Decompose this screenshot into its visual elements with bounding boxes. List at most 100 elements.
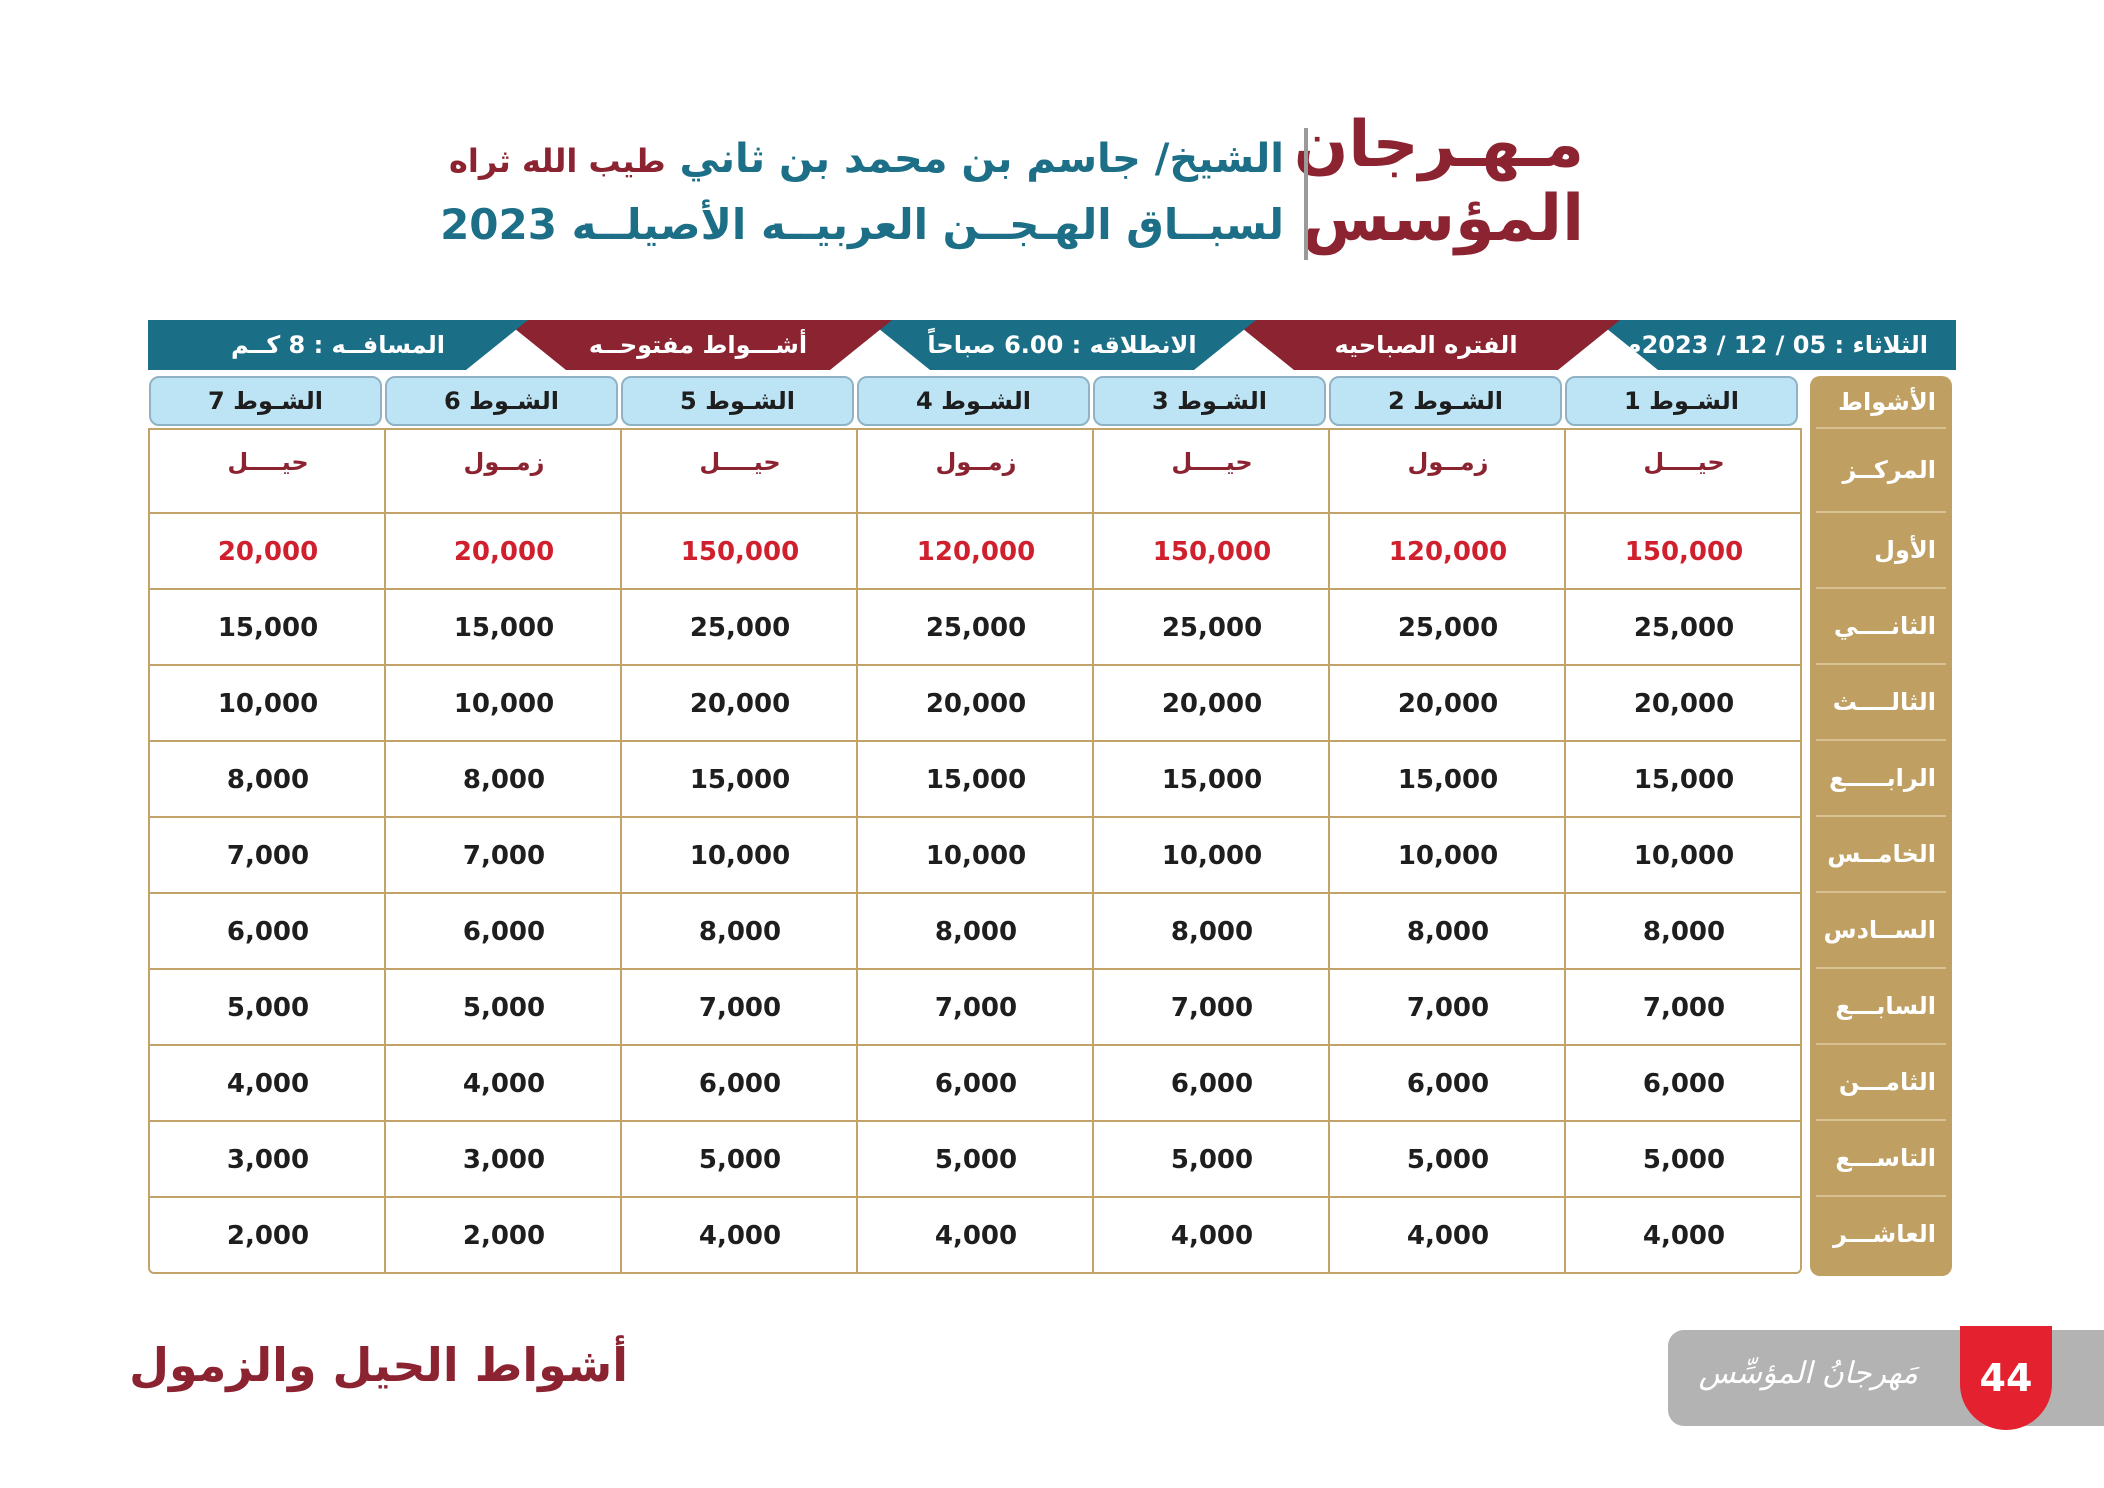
prize-cell: 6,000 — [1406, 1069, 1490, 1099]
row-labels-column: الأشواط المركــز الأول الثانــــي الثالــــث… — [1810, 376, 1952, 1276]
prize-cell: 20,000 — [217, 537, 319, 567]
prize-cell: 25,000 — [1633, 613, 1735, 643]
column-headers: الشـوط 1 الشـوط 2 الشـوط 3 الشـوط 4 الشـوط 5… — [148, 376, 1802, 428]
banner-date: الثلاثاء : 05 / 12 / 2023م — [1596, 320, 1956, 370]
prize-cell: 10,000 — [1161, 841, 1263, 871]
column-divider — [1092, 430, 1094, 1272]
prize-cell: 7,000 — [698, 993, 782, 1023]
column-header: الشـوط 7 — [149, 376, 382, 426]
prize-cell: 3,000 — [226, 1145, 310, 1175]
prize-cell: 8,000 — [1406, 917, 1490, 947]
prize-cell: 7,000 — [1642, 993, 1726, 1023]
row-label-separator — [1816, 1195, 1946, 1197]
prize-cell: 5,000 — [1170, 1145, 1254, 1175]
banner-distance: المسافــه : 8 كــم — [148, 320, 528, 370]
prize-cell: 5,000 — [698, 1145, 782, 1175]
prize-cell: 10,000 — [453, 689, 555, 719]
page-number: 44 — [1960, 1326, 2052, 1430]
prize-cell: 25,000 — [1161, 613, 1263, 643]
prize-cell: 4,000 — [1406, 1221, 1490, 1251]
center-cell: حيــــل — [1643, 448, 1725, 476]
row-label: الثامـــن — [1838, 1068, 1936, 1096]
prize-cell: 150,000 — [1624, 537, 1744, 567]
center-cell: زمــول — [935, 448, 1017, 476]
row-label-separator — [1816, 891, 1946, 893]
prize-cell: 5,000 — [462, 993, 546, 1023]
prize-cell: 15,000 — [925, 765, 1027, 795]
row-label: السابـــع — [1835, 992, 1936, 1020]
honorific: طيب الله ثراه — [449, 142, 666, 180]
row-label: التاســـع — [1835, 1144, 1936, 1172]
row-label: الأول — [1874, 536, 1936, 564]
prize-cell: 20,000 — [1161, 689, 1263, 719]
prize-cell: 20,000 — [689, 689, 791, 719]
column-header: الشـوط 2 — [1329, 376, 1562, 426]
column-header: الشـوط 1 — [1565, 376, 1798, 426]
center-cell: حيــــل — [227, 448, 309, 476]
prize-cell: 25,000 — [689, 613, 791, 643]
prize-cell: 7,000 — [1170, 993, 1254, 1023]
prize-cell: 20,000 — [1397, 689, 1499, 719]
row-divider — [150, 1044, 1800, 1046]
prize-cell: 8,000 — [1170, 917, 1254, 947]
prize-cell: 4,000 — [226, 1069, 310, 1099]
prize-cell: 4,000 — [462, 1069, 546, 1099]
row-label: الثانــــي — [1833, 612, 1936, 640]
column-header: الشـوط 4 — [857, 376, 1090, 426]
column-header: الشـوط 6 — [385, 376, 618, 426]
footer-logo: مَهرجانُ المؤسِّس — [1698, 1356, 1918, 1391]
prize-cell: 5,000 — [226, 993, 310, 1023]
prize-cell: 6,000 — [1642, 1069, 1726, 1099]
footer-title: أشواط الحيل والزمول — [129, 1338, 628, 1392]
row-label: الســادس — [1823, 916, 1936, 944]
banner-laps-type: أشـــواط مفتوحــه — [504, 320, 892, 370]
row-label-separator — [1816, 967, 1946, 969]
prize-cell: 10,000 — [1633, 841, 1735, 871]
prize-cell: 8,000 — [934, 917, 1018, 947]
row-label-separator — [1816, 511, 1946, 513]
prize-cell: 15,000 — [453, 613, 555, 643]
prize-cell: 150,000 — [680, 537, 800, 567]
prize-cell: 4,000 — [1642, 1221, 1726, 1251]
row-divider — [150, 588, 1800, 590]
column-divider — [856, 430, 858, 1272]
prize-cell: 4,000 — [698, 1221, 782, 1251]
row-label: الثالــــث — [1832, 688, 1936, 716]
prize-cell: 6,000 — [226, 917, 310, 947]
prize-table: حيــــل زمــول حيــــل زمــول حيــــل زمــول ح… — [148, 428, 1802, 1274]
center-cell: زمــول — [1407, 448, 1489, 476]
column-divider — [1328, 430, 1330, 1272]
row-label: العاشـــر — [1833, 1220, 1936, 1248]
row-divider — [150, 740, 1800, 742]
prize-cell: 120,000 — [916, 537, 1036, 567]
prize-cell: 15,000 — [1161, 765, 1263, 795]
row-label-separator — [1816, 815, 1946, 817]
prize-cell: 20,000 — [925, 689, 1027, 719]
sheikh-name: الشيخ/ جاسم بن محمد بن ثاني — [679, 136, 1284, 182]
prize-cell: 25,000 — [925, 613, 1027, 643]
prize-cell: 8,000 — [1642, 917, 1726, 947]
prize-cell: 7,000 — [934, 993, 1018, 1023]
prize-cell: 5,000 — [1642, 1145, 1726, 1175]
column-divider — [620, 430, 622, 1272]
prize-cell: 15,000 — [1397, 765, 1499, 795]
banner-period: الفتره الصباحيه — [1232, 320, 1620, 370]
column-divider — [384, 430, 386, 1272]
prize-cell: 15,000 — [1633, 765, 1735, 795]
prize-cell: 15,000 — [689, 765, 791, 795]
prize-cell: 5,000 — [1406, 1145, 1490, 1175]
prize-cell: 2,000 — [226, 1221, 310, 1251]
prize-cell: 8,000 — [226, 765, 310, 795]
race-subtitle: لسبــاق الهـجــن العربيــه الأصيلــه 202… — [440, 200, 1284, 249]
logo-line-2: المؤسس — [1301, 182, 1584, 256]
row-label-separator — [1816, 1043, 1946, 1045]
row-label-separator — [1816, 663, 1946, 665]
festival-logo-title: مـهـرجان المؤسس — [1254, 108, 1584, 256]
info-banner: الثلاثاء : 05 / 12 / 2023م الفتره الصباح… — [148, 320, 1956, 370]
row-divider — [150, 892, 1800, 894]
row-label-separator — [1816, 1119, 1946, 1121]
prize-cell: 7,000 — [226, 841, 310, 871]
prize-cell: 2,000 — [462, 1221, 546, 1251]
prize-cell: 10,000 — [689, 841, 791, 871]
row-divider — [150, 512, 1800, 514]
